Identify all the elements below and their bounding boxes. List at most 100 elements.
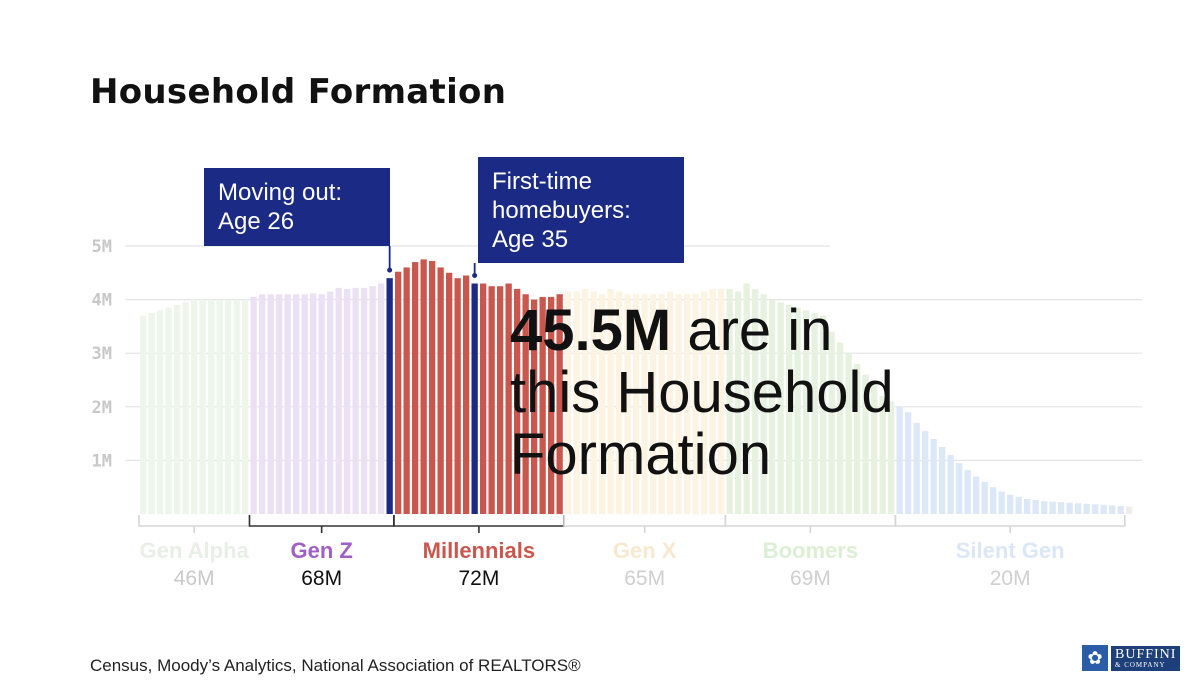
y-tick-label: 1M — [92, 451, 112, 471]
bar — [497, 286, 504, 514]
y-tick-label: 5M — [92, 237, 112, 257]
logo-line-2: & COMPANY — [1115, 660, 1166, 669]
bar — [276, 294, 283, 514]
generation-total: 72M — [458, 567, 499, 590]
bar — [930, 438, 937, 514]
bar — [667, 291, 674, 514]
bar — [743, 283, 750, 514]
bar — [565, 291, 572, 514]
bar — [599, 294, 606, 514]
bar — [582, 288, 589, 514]
callout-dot — [472, 273, 478, 279]
bar — [233, 299, 240, 514]
bar — [726, 288, 733, 514]
bar — [786, 304, 793, 514]
generation-bracket — [894, 515, 1126, 527]
bar — [318, 294, 325, 514]
generation-total: 69M — [790, 567, 831, 590]
bar — [267, 294, 274, 514]
callout-text: First-time — [492, 168, 592, 195]
bar — [760, 294, 767, 514]
bar — [837, 342, 844, 514]
bar — [973, 476, 980, 514]
chart-title: Household Formation — [90, 72, 507, 112]
generation-label: Boomers — [763, 538, 858, 563]
bar — [539, 296, 546, 514]
callout-text: Age 26 — [218, 208, 294, 235]
logo-wordmark: BUFFINI & COMPANY — [1111, 645, 1181, 671]
generation-bracket — [393, 515, 565, 527]
bar — [871, 385, 878, 514]
bar — [454, 278, 461, 514]
bar — [854, 363, 861, 514]
bar — [369, 286, 376, 514]
bar — [446, 272, 453, 514]
bar — [531, 299, 538, 514]
source-citation: Census, Moody’s Analytics, National Asso… — [90, 656, 581, 675]
callout-dot — [387, 267, 393, 273]
bar — [488, 286, 495, 514]
bar — [845, 353, 852, 514]
bar — [684, 294, 691, 514]
generation-bracket — [563, 515, 727, 527]
bar — [284, 294, 291, 514]
bar — [811, 313, 818, 514]
bar — [437, 267, 444, 514]
bar — [998, 491, 1005, 514]
bar — [344, 288, 351, 514]
logo-line-1: BUFFINI — [1115, 646, 1177, 662]
bar — [1126, 506, 1133, 514]
bar — [471, 283, 478, 514]
bar — [828, 331, 835, 514]
generation-total: 46M — [174, 567, 215, 590]
bar — [769, 299, 776, 514]
bar — [947, 455, 954, 514]
bar — [1007, 494, 1014, 514]
bar — [165, 307, 172, 514]
generation-label: Millennials — [423, 538, 535, 563]
bar — [692, 294, 699, 514]
bar — [956, 463, 963, 514]
bar — [463, 275, 470, 514]
bar — [505, 283, 512, 514]
generation-bracket — [248, 515, 395, 527]
generation-total: 65M — [624, 567, 665, 590]
annotation-line-1: 45.5M are in — [510, 298, 832, 363]
bar — [556, 294, 563, 514]
buffini-logo: ✿ BUFFINI & COMPANY — [1082, 645, 1181, 671]
generation-total: 20M — [990, 567, 1031, 590]
bar — [293, 294, 300, 514]
bar — [913, 422, 920, 514]
bar — [352, 287, 359, 514]
bar — [514, 288, 521, 514]
bar — [981, 481, 988, 514]
bar — [259, 294, 266, 514]
bar — [378, 283, 385, 514]
bar — [794, 307, 801, 514]
bar — [964, 470, 971, 514]
generation-bracket — [138, 515, 251, 527]
bar — [522, 294, 529, 514]
bar — [327, 291, 334, 514]
bar — [480, 283, 487, 514]
bar — [922, 430, 929, 514]
bar — [633, 294, 640, 514]
bar — [1075, 503, 1082, 514]
bar — [548, 296, 555, 514]
generation-bracket — [724, 515, 897, 527]
bar — [590, 291, 597, 514]
bar — [939, 447, 946, 514]
generation-label: Silent Gen — [956, 538, 1065, 563]
bar — [658, 294, 665, 514]
bar — [429, 261, 436, 514]
bar — [701, 291, 708, 514]
bar — [650, 294, 657, 514]
annotation-line-3: Formation — [510, 422, 771, 487]
flower-icon: ✿ — [1082, 645, 1108, 671]
bar — [386, 278, 393, 514]
bar — [199, 299, 206, 514]
bar — [1041, 501, 1048, 514]
bar — [718, 288, 725, 514]
bar — [1015, 496, 1022, 514]
